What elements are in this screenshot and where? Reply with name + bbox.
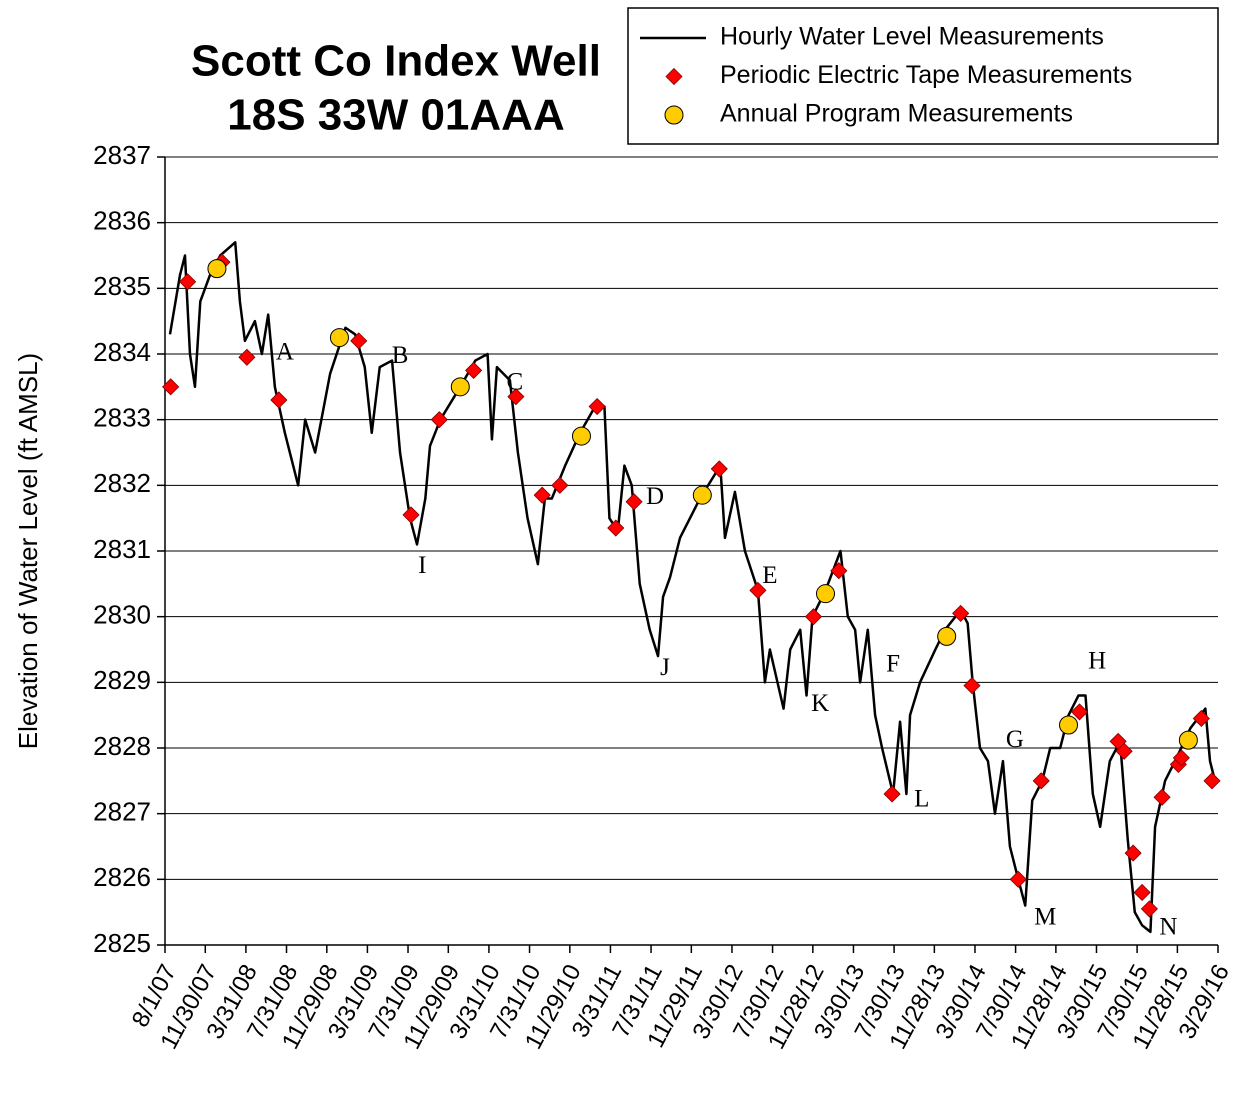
- y-tick-label: 2836: [93, 206, 151, 236]
- circle-marker: [329, 328, 349, 348]
- diamond-marker: [710, 460, 728, 478]
- annotation: M: [1034, 903, 1056, 930]
- legend-box: [627, 7, 1219, 145]
- diamond-marker: [507, 388, 525, 406]
- diamond-marker: [1192, 709, 1210, 728]
- water-level-line: [168, 241, 1217, 934]
- circle-marker: [692, 485, 712, 505]
- annotation: B: [392, 342, 409, 369]
- diamond-marker: [430, 411, 448, 429]
- diamond-marker: [830, 562, 848, 580]
- y-tick-label: 2825: [93, 928, 151, 958]
- circle-marker: [664, 105, 684, 125]
- y-tick-label: 2837: [93, 140, 151, 170]
- annotation: A: [276, 339, 294, 366]
- y-tick-label: 2831: [93, 534, 151, 564]
- diamond-marker: [883, 785, 901, 803]
- legend-label: Periodic Electric Tape Measurements: [720, 61, 1132, 89]
- y-tick-label: 2833: [93, 403, 151, 433]
- diamond-marker: [533, 486, 551, 504]
- annotation: K: [811, 690, 829, 717]
- diamond-marker: [1070, 703, 1089, 721]
- diamond-marker: [1032, 772, 1050, 790]
- diamond-marker: [963, 677, 981, 695]
- diamond-marker: [749, 581, 767, 599]
- diamond-marker: [588, 397, 606, 416]
- diamond-marker: [1140, 900, 1158, 918]
- diamond-marker: [665, 67, 683, 86]
- diamond-marker: [270, 391, 288, 409]
- circle-marker: [815, 584, 835, 604]
- diamond-marker: [1133, 883, 1151, 902]
- y-tick-label: 2830: [93, 600, 151, 630]
- y-tick-label: 2828: [93, 731, 151, 761]
- annotation: G: [1006, 726, 1024, 753]
- diamond-marker: [804, 608, 823, 626]
- y-tick-label: 2827: [93, 797, 151, 827]
- y-tick-label: 2835: [93, 271, 151, 301]
- circle-marker: [937, 626, 957, 646]
- annotation: I: [418, 552, 426, 579]
- y-axis-label: Elevation of Water Level (ft AMSL): [13, 353, 43, 749]
- diamond-marker: [1124, 844, 1142, 862]
- legend-label: Annual Program Measurements: [720, 100, 1073, 128]
- diamond-marker: [625, 493, 643, 511]
- circle-marker: [571, 426, 591, 446]
- chart-title: 18S 33W 01AAA: [227, 91, 564, 140]
- diamond-marker: [952, 604, 970, 622]
- annotation: N: [1159, 913, 1177, 940]
- annotation: D: [646, 483, 664, 510]
- annotation: H: [1088, 647, 1106, 674]
- y-tick-label: 2826: [93, 862, 151, 892]
- circle-marker: [450, 377, 470, 397]
- diamond-marker: [1203, 772, 1221, 790]
- annotation: F: [886, 651, 900, 678]
- diamond-marker: [607, 519, 625, 537]
- diamond-marker: [551, 476, 569, 494]
- y-tick-label: 2834: [93, 337, 151, 367]
- diamond-marker: [1115, 742, 1133, 760]
- diamond-marker: [465, 361, 483, 379]
- annotation: L: [914, 785, 929, 812]
- annotation: E: [762, 562, 777, 589]
- diamond-marker: [350, 332, 368, 350]
- legend-label: Hourly Water Level Measurements: [720, 23, 1104, 51]
- circle-marker: [1059, 715, 1079, 735]
- y-tick-label: 2829: [93, 665, 151, 695]
- diamond-marker: [179, 273, 197, 291]
- diamond-marker: [402, 506, 420, 524]
- annotation: J: [660, 654, 670, 681]
- diamond-marker: [1009, 870, 1027, 888]
- circle-marker: [1178, 730, 1198, 750]
- diamond-marker: [162, 378, 180, 396]
- diamond-marker: [1153, 788, 1171, 806]
- annotation: C: [507, 368, 524, 395]
- circle-marker: [207, 259, 227, 279]
- diamond-marker: [238, 348, 256, 366]
- chart-title: Scott Co Index Well: [191, 37, 601, 86]
- diamond-marker: [1172, 749, 1190, 767]
- y-tick-label: 2832: [93, 468, 151, 498]
